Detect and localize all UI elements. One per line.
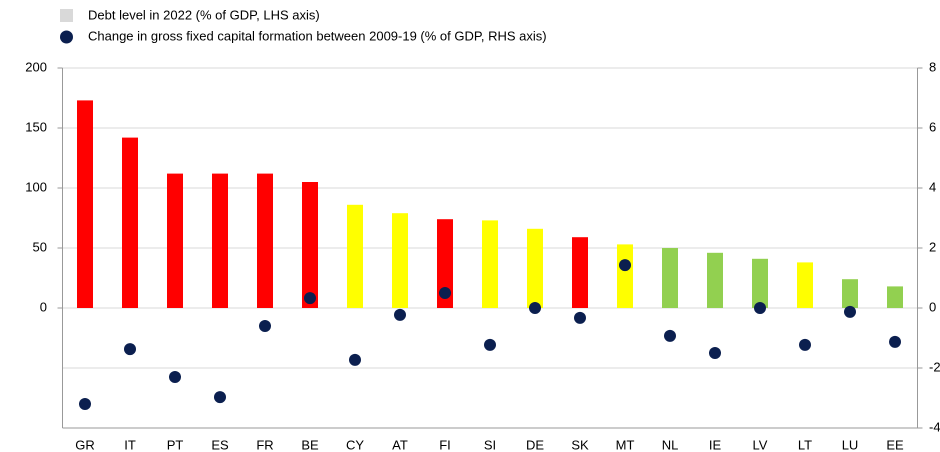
bar <box>257 173 273 308</box>
dot <box>709 347 721 359</box>
y2-tick-label: -2 <box>929 359 940 374</box>
legend-label: Debt level in 2022 (% of GDP, LHS axis) <box>88 7 320 22</box>
bar <box>752 258 768 308</box>
x-tick-label: NL <box>662 437 679 452</box>
dot <box>844 305 856 318</box>
x-tick-label: BE <box>301 437 319 452</box>
x-tick-label: AT <box>392 437 408 452</box>
legend-swatch <box>60 9 73 22</box>
y2-tick-label: 6 <box>929 119 936 134</box>
y-tick-label: 150 <box>25 119 47 134</box>
y2-tick-label: 0 <box>929 299 936 314</box>
x-tick-label: PT <box>167 437 184 452</box>
dot <box>889 335 901 348</box>
x-tick-label: LV <box>753 437 768 452</box>
x-tick-label: CY <box>346 437 364 452</box>
bar <box>347 204 363 308</box>
x-tick-label: IT <box>124 437 136 452</box>
bar <box>617 244 633 308</box>
dot <box>214 391 226 404</box>
bar <box>707 252 723 308</box>
dot <box>619 259 631 272</box>
x-tick-label: DE <box>526 437 544 452</box>
bar <box>842 279 858 308</box>
x-tick-label: LT <box>798 437 812 452</box>
bar <box>482 220 498 308</box>
dot <box>664 329 676 342</box>
bar <box>302 182 318 308</box>
y-tick-label: 100 <box>25 179 47 194</box>
legend-label: Change in gross fixed capital formation … <box>88 28 547 43</box>
bar <box>122 137 138 308</box>
dot <box>79 398 91 410</box>
y-tick-label: 0 <box>40 299 47 314</box>
x-tick-label: ES <box>211 437 229 452</box>
bar <box>437 219 453 308</box>
dot <box>754 302 766 314</box>
x-tick-label: LU <box>842 437 859 452</box>
dot <box>394 308 406 321</box>
dot <box>574 311 586 324</box>
bar <box>392 213 408 308</box>
bar <box>212 173 228 308</box>
dot <box>484 338 496 351</box>
dot <box>349 353 361 366</box>
bar <box>572 237 588 308</box>
dot <box>259 320 271 332</box>
x-tick-label: FR <box>256 437 273 452</box>
dot <box>304 292 316 305</box>
x-tick-label: MT <box>616 437 635 452</box>
legend-swatch <box>60 30 73 44</box>
y2-tick-label: -4 <box>929 419 940 434</box>
bar <box>527 228 543 308</box>
bar <box>77 100 93 309</box>
x-tick-label: SI <box>484 437 496 452</box>
bar <box>167 173 183 308</box>
y2-tick-label: 2 <box>929 239 936 254</box>
bar <box>887 286 903 308</box>
y-tick-label: 50 <box>33 239 47 254</box>
bar <box>797 262 813 308</box>
x-tick-label: EE <box>886 437 904 452</box>
dot <box>799 338 811 351</box>
bar <box>662 248 678 308</box>
y2-tick-label: 4 <box>929 179 936 194</box>
x-tick-label: IE <box>709 437 722 452</box>
x-tick-label: GR <box>75 437 95 452</box>
x-tick-label: SK <box>571 437 589 452</box>
x-tick-label: FI <box>439 437 451 452</box>
dot <box>124 343 136 356</box>
dot <box>529 302 541 314</box>
dot <box>169 371 181 383</box>
y-tick-label: 200 <box>25 59 47 74</box>
dot <box>439 287 451 299</box>
y2-tick-label: 8 <box>929 59 936 74</box>
